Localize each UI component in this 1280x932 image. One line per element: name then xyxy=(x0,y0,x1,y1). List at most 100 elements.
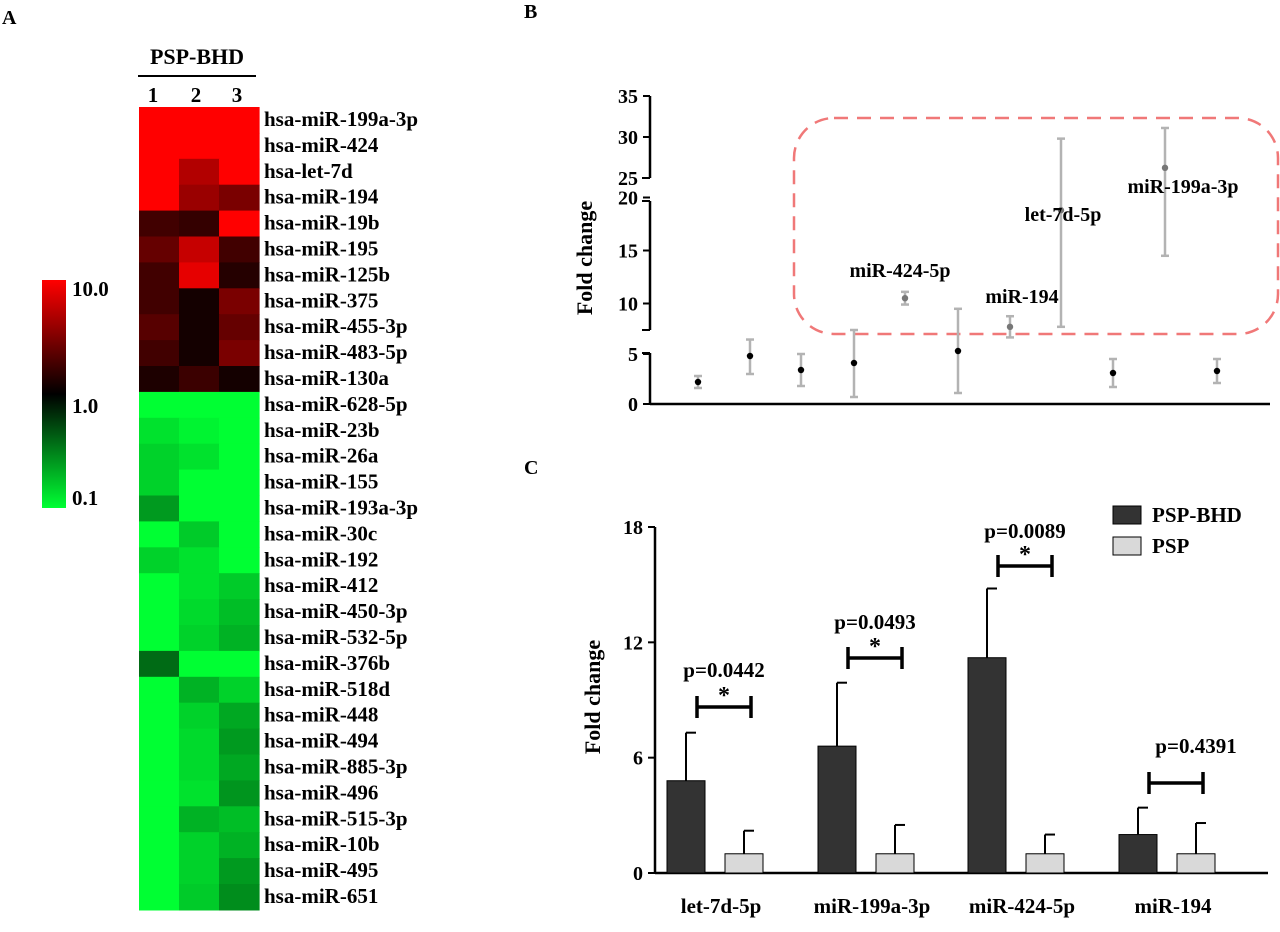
heatmap-cell xyxy=(139,625,180,652)
column-label-2: 2 xyxy=(191,83,202,107)
heatmap-cell xyxy=(219,884,260,911)
heatmap-row-label: hsa-miR-494 xyxy=(264,729,379,753)
point-label: miR-199a-3p xyxy=(1127,176,1238,198)
heatmap-cell xyxy=(139,132,180,160)
highlight-box xyxy=(792,116,1280,336)
heatmap-cell xyxy=(179,443,220,471)
heatmap-cell xyxy=(179,210,220,238)
heatmap-row-label: hsa-miR-495 xyxy=(264,858,378,882)
heatmap-cell xyxy=(219,340,260,367)
heatmap-cell xyxy=(179,832,220,859)
bar xyxy=(875,853,915,874)
heatmap-cell xyxy=(219,184,260,212)
heatmap-cell xyxy=(219,132,260,160)
heatmap-cell xyxy=(139,340,180,367)
y-tick-label: 0 xyxy=(628,394,638,416)
point-label: miR-194 xyxy=(985,286,1058,308)
heatmap-cell xyxy=(139,702,180,730)
heatmap-cell xyxy=(139,469,180,497)
data-point xyxy=(1213,367,1221,375)
y-tick-label: 18 xyxy=(623,517,643,539)
heatmap-cell xyxy=(219,625,260,652)
bar xyxy=(666,780,706,874)
heatmap-cell xyxy=(219,469,260,497)
heatmap-cell xyxy=(179,702,220,730)
x-tick-label: let-7d-5p xyxy=(681,894,762,918)
heatmap-row-label: hsa-miR-424 xyxy=(264,133,379,157)
heatmap-cell xyxy=(179,366,220,393)
panel-b-ylabel: Fold change xyxy=(572,201,597,316)
legend-swatch-psp xyxy=(1112,536,1142,556)
heatmap-row-label: hsa-miR-375 xyxy=(264,288,378,312)
heatmap-cell xyxy=(179,184,220,212)
x-tick-label: miR-424-5p xyxy=(969,894,1075,918)
heatmap-cell xyxy=(219,650,260,678)
heatmap-row-label: hsa-miR-515-3p xyxy=(264,806,408,830)
heatmap-row-label: hsa-miR-450-3p xyxy=(264,599,408,623)
heatmap-cell xyxy=(219,158,260,186)
heatmap-cell xyxy=(179,132,220,160)
heatmap-cell xyxy=(219,521,260,548)
heatmap-row-label: hsa-miR-30c xyxy=(264,521,377,545)
heatmap-cell xyxy=(139,288,180,315)
heatmap-row-label: hsa-miR-496 xyxy=(264,780,378,804)
heatmap-cell xyxy=(179,547,220,574)
panel-c-legend: PSP-BHD PSP xyxy=(1112,503,1242,558)
column-label-3: 3 xyxy=(232,83,243,107)
heatmap-row-label: hsa-miR-448 xyxy=(264,703,378,727)
heatmap-row-label: hsa-miR-19b xyxy=(264,211,380,235)
heatmap-row-label: hsa-miR-412 xyxy=(264,573,378,597)
heatmap-row-label: hsa-miR-532-5p xyxy=(264,625,408,649)
heatmap-cell xyxy=(179,469,220,497)
heatmap-cell xyxy=(179,806,220,833)
heatmap-cell xyxy=(219,236,260,263)
y-tick-label: 15 xyxy=(618,241,638,263)
heatmap-cell xyxy=(139,858,180,885)
heatmap-cell xyxy=(139,780,180,807)
data-point xyxy=(694,378,702,386)
heatmap-cell xyxy=(139,366,180,393)
heatmap-row-label: hsa-miR-26a xyxy=(264,444,379,468)
heatmap-cell xyxy=(139,107,180,134)
legend-tick-high: 10.0 xyxy=(72,277,109,301)
heatmap-cell xyxy=(219,832,260,859)
heatmap-row-label: hsa-miR-130a xyxy=(264,366,389,390)
heatmap-cell xyxy=(139,443,180,471)
heatmap-cell xyxy=(219,780,260,807)
heatmap-row-label: hsa-miR-125b xyxy=(264,262,390,286)
data-point xyxy=(1109,369,1117,377)
heatmap-cell xyxy=(179,650,220,678)
legend-label-psp-bhd: PSP-BHD xyxy=(1152,503,1242,527)
heatmap-cell xyxy=(179,288,220,315)
heatmap-row-labels: hsa-miR-199a-3phsa-miR-424hsa-let-7dhsa-… xyxy=(264,107,418,908)
point-label: miR-424-5p xyxy=(849,260,950,282)
heatmap-grid xyxy=(139,107,260,911)
heatmap-cell xyxy=(179,495,220,522)
heatmap-cell xyxy=(219,573,260,600)
heatmap-row-label: hsa-miR-518d xyxy=(264,677,390,701)
heatmap-cell xyxy=(179,858,220,885)
y-tick-label: 25 xyxy=(618,168,638,190)
heatmap-cell xyxy=(139,158,180,186)
heatmap-cell xyxy=(139,391,180,419)
heatmap-row-label: hsa-let-7d xyxy=(264,159,353,183)
heatmap-cell xyxy=(219,806,260,833)
legend-swatch-psp-bhd xyxy=(1112,505,1142,525)
heatmap-cell xyxy=(139,728,180,756)
heatmap-cell xyxy=(179,158,220,186)
heatmap-row-label: hsa-miR-193a-3p xyxy=(264,496,418,520)
heatmap-cell xyxy=(219,702,260,730)
heatmap-cell xyxy=(179,573,220,600)
panel-c-bars: let-7d-5p miR-199a-3p miR-424-5p miR-194*p=… xyxy=(666,519,1237,918)
heatmap-cell xyxy=(219,366,260,393)
heatmap-cell xyxy=(139,573,180,600)
heatmap-row-label: hsa-miR-194 xyxy=(264,185,379,209)
heatmap-row-label: hsa-miR-628-5p xyxy=(264,392,408,416)
p-value-label: p=0.0493 xyxy=(834,610,915,634)
data-point xyxy=(797,366,805,374)
heatmap-cell xyxy=(219,417,260,445)
point-label: let-7d-5p xyxy=(1025,204,1102,226)
heatmap-row-label: hsa-miR-23b xyxy=(264,418,380,442)
significance-star: * xyxy=(1019,542,1031,568)
